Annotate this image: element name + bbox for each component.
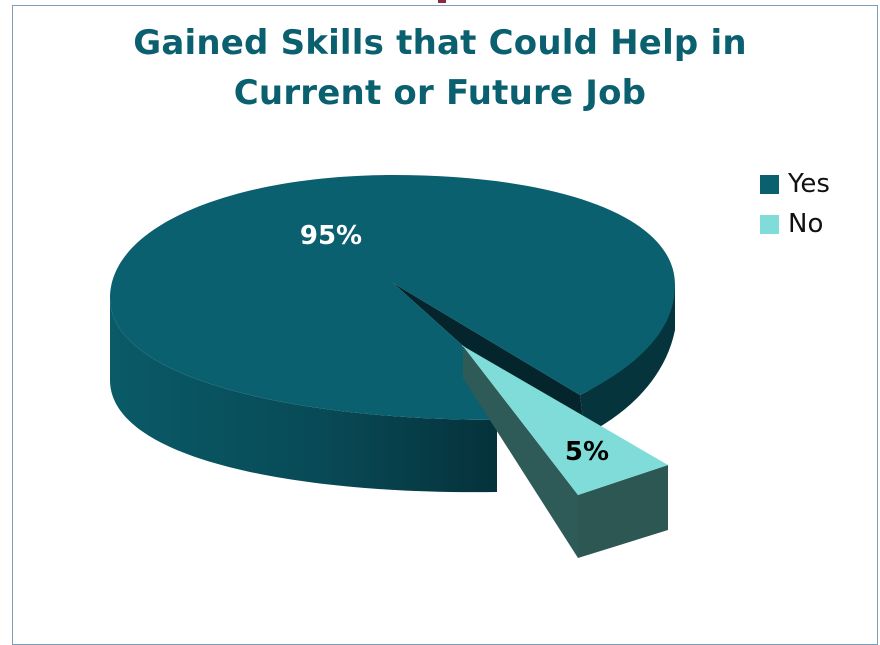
slice-yes-right-side: [580, 285, 675, 435]
data-label-yes: 95%: [300, 221, 362, 251]
legend-swatch-yes: [760, 174, 779, 194]
chart-title-line-1: Gained Skills that Could Help in: [133, 23, 747, 63]
legend-swatch-no: [760, 214, 779, 234]
slice-no: [463, 346, 668, 495]
legend-item-no: No: [760, 209, 823, 239]
legend-label-yes: Yes: [788, 169, 830, 199]
legend-label-no: No: [788, 209, 824, 239]
slice-yes: [110, 175, 675, 420]
slice-yes-side: [110, 298, 497, 493]
chart-title: Gained Skills that Could Help in Current…: [0, 18, 880, 118]
data-label-no: 5%: [565, 437, 609, 467]
legend-item-yes: Yes: [760, 169, 830, 199]
top-accent-mark: [438, 0, 446, 3]
slice-no-side: [463, 346, 578, 558]
slice-no-front: [578, 465, 668, 558]
chart-title-line-2: Current or Future Job: [233, 73, 647, 113]
